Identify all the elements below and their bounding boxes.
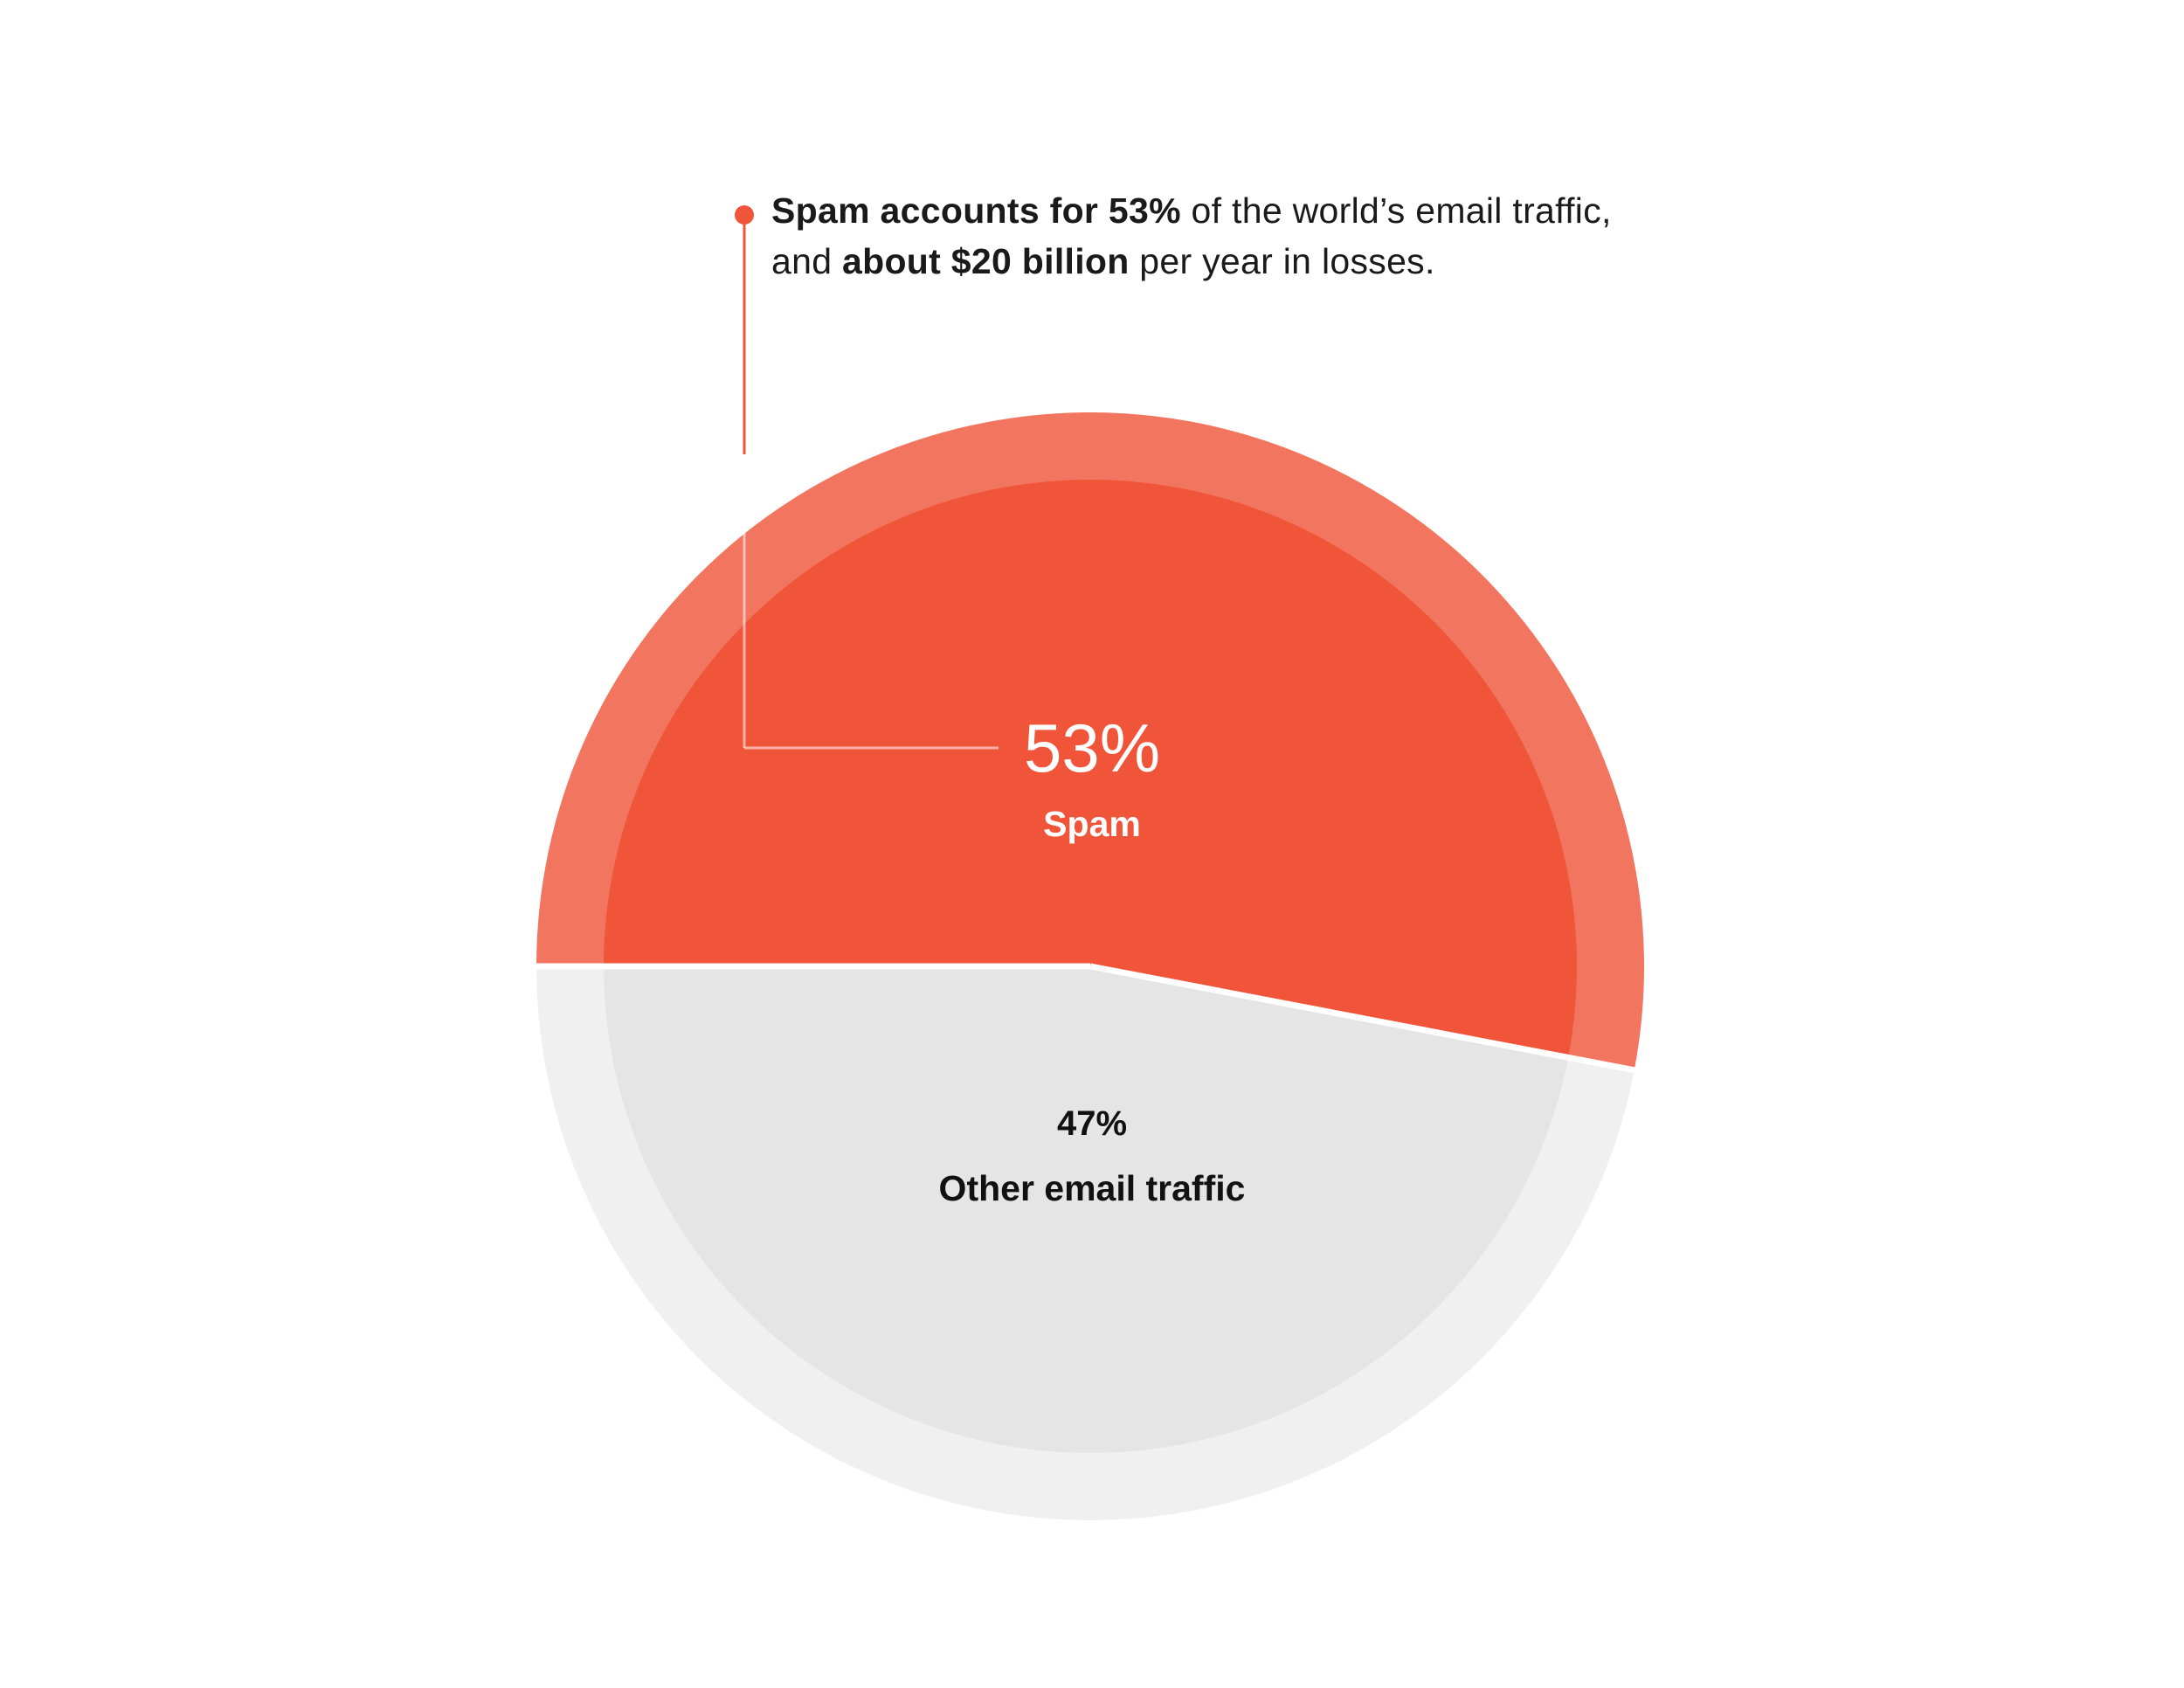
slice-dividers: [533, 963, 1639, 1074]
callout-regular-1: of the world’s email traffic,: [1180, 190, 1612, 231]
other-percent-label: 47%: [1056, 1104, 1128, 1143]
other-name-label: Other email traffic: [938, 1168, 1246, 1208]
callout-regular-3: per year in losses.: [1129, 241, 1435, 281]
callout-line-1: Spam accounts for 53% of the world’s ema…: [771, 185, 1820, 236]
callout-text: Spam accounts for 53% of the world’s ema…: [771, 185, 1820, 287]
callout-bold-1: Spam accounts for 53%: [771, 190, 1181, 231]
callout-leader: [735, 205, 999, 750]
pie-slice-other-email-traffic: [604, 966, 1569, 1454]
pie-slice-spam: [604, 480, 1577, 1058]
callout-line-2: and about $20 billion per year in losses…: [771, 236, 1820, 287]
callout-bold-2: about $20 billion: [842, 241, 1130, 281]
callout-regular-2: and: [771, 241, 842, 281]
slice-divider-1: [1089, 963, 1639, 1074]
spam-name-label: Spam: [1043, 804, 1141, 844]
pie-slice-layer: [604, 480, 1577, 1454]
spam-percent-label: 53%: [1023, 709, 1161, 786]
